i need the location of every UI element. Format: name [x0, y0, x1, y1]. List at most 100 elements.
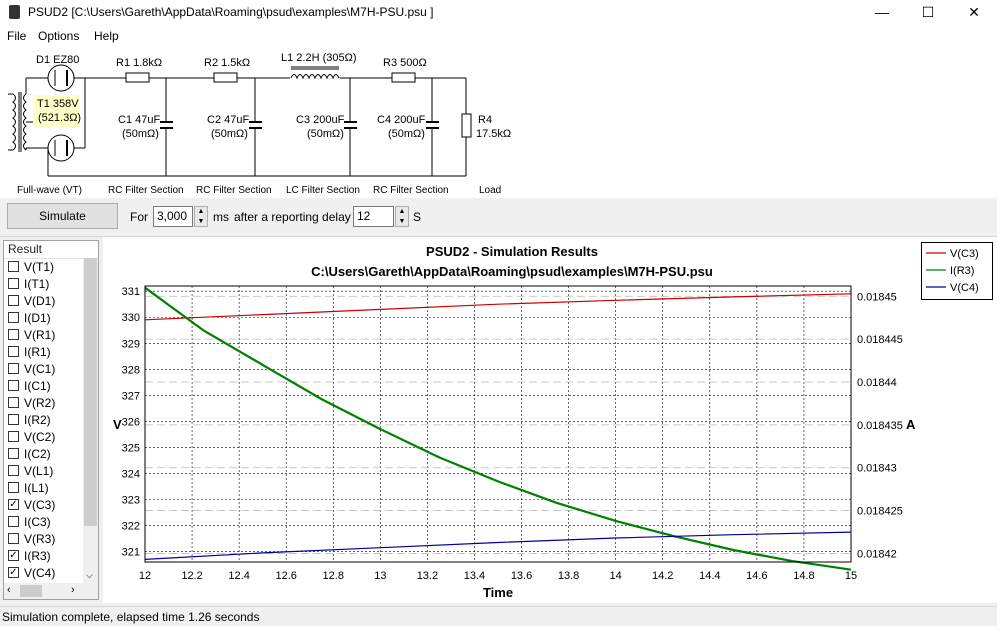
result-item-ic2[interactable]: I(C2): [6, 445, 84, 462]
resistor-r4[interactable]: [461, 78, 472, 176]
result-item-ic3[interactable]: I(C3): [6, 513, 84, 530]
y-right-tick-label: 0.01844: [857, 377, 897, 389]
result-item-label: I(L1): [24, 481, 49, 495]
result-checkbox[interactable]: [8, 295, 19, 306]
result-checkbox[interactable]: [8, 261, 19, 272]
result-item-vc3[interactable]: ✓ V(C3): [6, 496, 84, 513]
menu-help[interactable]: Help: [94, 29, 119, 43]
result-item-ir2[interactable]: I(R2): [6, 411, 84, 428]
result-item-vc2[interactable]: V(C2): [6, 428, 84, 445]
result-item-vc4[interactable]: ✓ V(C4): [6, 564, 84, 581]
result-checkbox[interactable]: ✓: [8, 567, 19, 578]
result-item-label: V(C1): [24, 362, 56, 376]
rectifier-d1[interactable]: [47, 64, 86, 162]
result-item-label: V(R1): [24, 328, 56, 342]
legend-label: V(C3): [950, 248, 979, 260]
result-list-hscrollbar[interactable]: ‹ ›: [4, 583, 98, 599]
result-checkbox[interactable]: [8, 465, 19, 476]
section-label-rc2: RC Filter Section: [196, 185, 272, 196]
r1-label: R1 1.8kΩ: [116, 57, 162, 69]
resistor-r2[interactable]: [213, 72, 238, 83]
result-checkbox[interactable]: ✓: [8, 550, 19, 561]
app-icon: [9, 5, 20, 19]
result-item-it1[interactable]: I(T1): [6, 275, 84, 292]
y-left-tick-label: 326: [122, 416, 140, 428]
vscroll-thumb[interactable]: [84, 258, 97, 526]
resistor-r3[interactable]: [391, 72, 416, 83]
maximize-button[interactable]: ☐: [921, 4, 935, 20]
result-list-header[interactable]: Result: [4, 241, 98, 259]
result-list-vscrollbar[interactable]: ⌵: [83, 258, 98, 583]
delay-spinner[interactable]: ▲ ▼: [395, 206, 409, 227]
result-item-vd1[interactable]: V(D1): [6, 292, 84, 309]
result-item-label: I(C1): [24, 379, 51, 393]
chart-panel: PSUD2 - Simulation Results C:\Users\Gare…: [103, 237, 997, 603]
y-right-tick-label: 0.01845: [857, 291, 897, 303]
result-list[interactable]: Result V(T1) I(T1) V(D1) I(D1) V(R1) I(R1) V(C…: [3, 240, 99, 600]
x-tick-label: 12: [139, 570, 151, 582]
x-tick-label: 13.8: [558, 570, 579, 582]
result-item-label: I(R3): [24, 549, 51, 563]
simulate-button[interactable]: Simulate: [7, 203, 118, 229]
result-item-ic1[interactable]: I(C1): [6, 377, 84, 394]
x-tick-label: 13.6: [511, 570, 532, 582]
scroll-left-icon[interactable]: ‹: [7, 584, 11, 596]
x-tick-label: 13: [374, 570, 386, 582]
legend-label: I(R3): [950, 265, 974, 277]
c2-esr-label: (50mΩ): [211, 128, 248, 140]
capacitor-c4[interactable]: [426, 78, 439, 176]
r2-label: R2 1.5kΩ: [204, 57, 250, 69]
result-item-vt1[interactable]: V(T1): [6, 258, 84, 275]
capacitor-c1[interactable]: [160, 78, 173, 176]
result-checkbox[interactable]: [8, 278, 19, 289]
hscroll-thumb[interactable]: [20, 585, 42, 597]
result-checkbox[interactable]: [8, 329, 19, 340]
result-item-vr2[interactable]: V(R2): [6, 394, 84, 411]
d1-label: D1 EZ80: [36, 54, 79, 66]
result-item-vr3[interactable]: V(R3): [6, 530, 84, 547]
result-checkbox[interactable]: [8, 414, 19, 425]
result-checkbox[interactable]: [8, 397, 19, 408]
result-checkbox[interactable]: [8, 482, 19, 493]
result-checkbox[interactable]: [8, 346, 19, 357]
menu-file[interactable]: File: [7, 29, 27, 43]
capacitor-c2[interactable]: [249, 78, 262, 176]
result-checkbox[interactable]: [8, 312, 19, 323]
scroll-down-icon[interactable]: ⌵: [86, 570, 93, 580]
result-checkbox[interactable]: [8, 516, 19, 527]
result-checkbox[interactable]: [8, 363, 19, 374]
inductor-l1[interactable]: [290, 66, 340, 80]
y-left-tick-label: 322: [122, 521, 140, 533]
chart-title: PSUD2 - Simulation Results: [426, 244, 598, 259]
c4-label: C4 200uF: [377, 114, 426, 126]
result-item-vl1[interactable]: V(L1): [6, 462, 84, 479]
result-item-vc1[interactable]: V(C1): [6, 360, 84, 377]
duration-input[interactable]: 3,000: [153, 206, 193, 227]
menu-bar: File Options Help: [0, 25, 997, 46]
menu-options[interactable]: Options: [38, 29, 80, 43]
result-item-ir1[interactable]: I(R1): [6, 343, 84, 360]
duration-spinner[interactable]: ▲ ▼: [194, 206, 208, 227]
result-checkbox[interactable]: [8, 448, 19, 459]
resistor-r1[interactable]: [125, 72, 150, 83]
capacitor-c3[interactable]: [344, 78, 357, 176]
result-checkbox[interactable]: [8, 533, 19, 544]
series-line-vc4: [144, 531, 852, 560]
close-button[interactable]: ✕: [968, 4, 980, 20]
result-checkbox[interactable]: [8, 431, 19, 442]
result-item-id1[interactable]: I(D1): [6, 309, 84, 326]
delay-input[interactable]: 12: [353, 206, 394, 227]
result-item-ir3[interactable]: ✓ I(R3): [6, 547, 84, 564]
series-line-ir3: [144, 286, 852, 571]
result-item-il1[interactable]: I(L1): [6, 479, 84, 496]
series-line-vc3: [144, 293, 852, 321]
transformer-t1[interactable]: [8, 77, 79, 152]
result-checkbox[interactable]: ✓: [8, 499, 19, 510]
y-left-tick-label: 324: [122, 468, 140, 480]
c2-label: C2 47uF: [207, 114, 249, 126]
result-item-vr1[interactable]: V(R1): [6, 326, 84, 343]
result-checkbox[interactable]: [8, 380, 19, 391]
minimize-button[interactable]: —: [875, 4, 889, 20]
result-item-label: V(C3): [24, 498, 56, 512]
scroll-right-icon[interactable]: ›: [71, 584, 75, 596]
